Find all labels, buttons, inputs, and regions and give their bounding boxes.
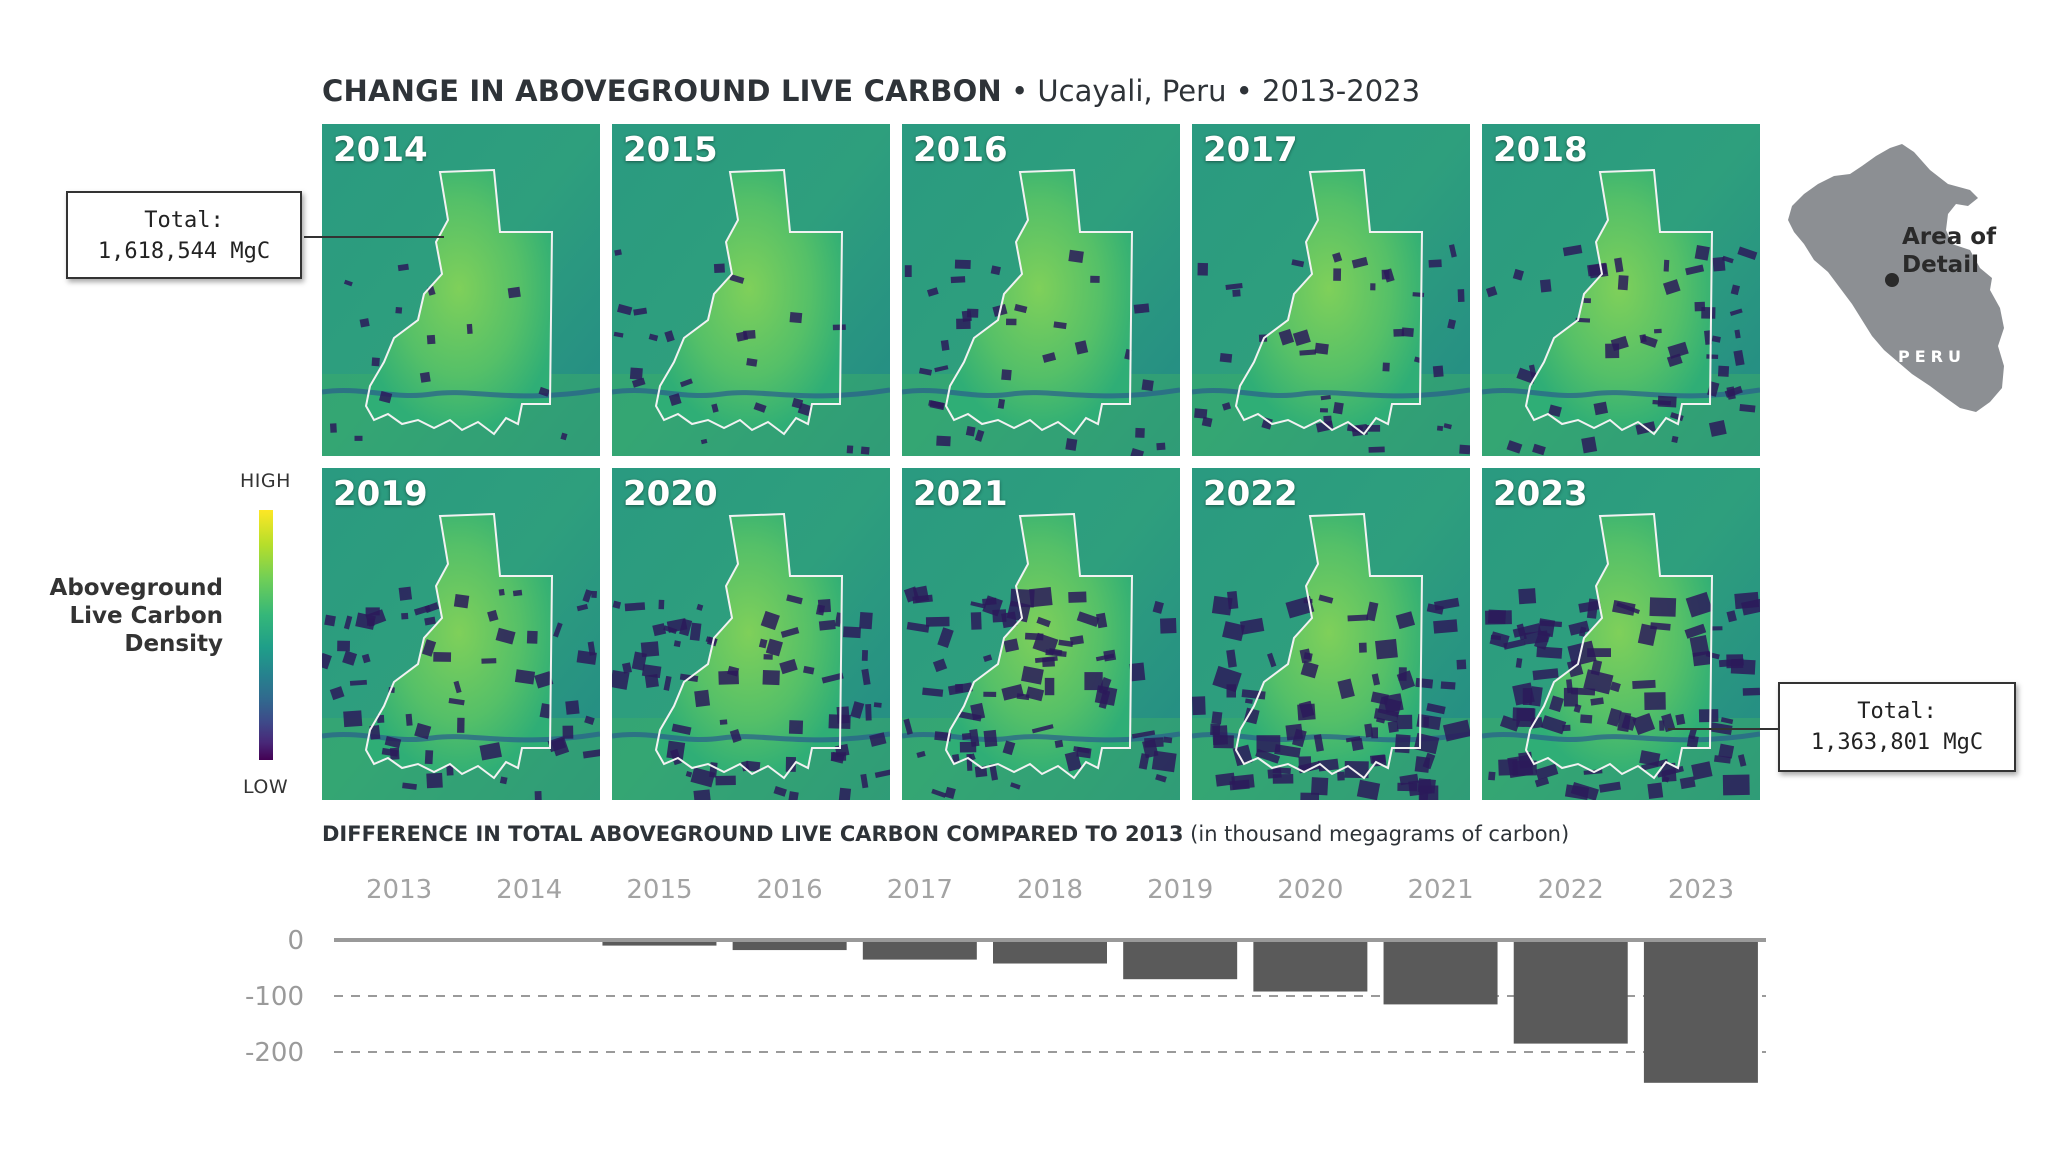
carbon-density-map-2020 — [612, 468, 890, 800]
x-tick-label: 2014 — [496, 875, 562, 905]
carbon-density-map-2014 — [322, 124, 600, 456]
map-panel-2017: 2017 — [1192, 124, 1470, 456]
y-tick-label: -100 — [245, 982, 304, 1012]
carbon-density-map-2021 — [902, 468, 1180, 800]
map-panel-2018: 2018 — [1482, 124, 1760, 456]
bar-2015 — [602, 940, 717, 946]
bar-2019 — [1123, 940, 1238, 980]
carbon-density-map-2023 — [1482, 468, 1760, 800]
inset-country-label: PERU — [1898, 347, 1966, 366]
x-tick-label: 2016 — [757, 875, 823, 905]
start-callout-leader — [304, 236, 444, 238]
inset-label-line-2: Detail — [1902, 252, 1979, 278]
x-tick-label: 2020 — [1277, 875, 1343, 905]
map-panel-grid: 2014 2015 2016 2017 2018 2019 2020 2021 2022 2023 — [322, 124, 1760, 800]
y-tick-label: -200 — [245, 1038, 304, 1068]
carbon-difference-bar-chart: 0 -100 -200 2013 2014 2015 2016 2017 2018 2019 202… — [245, 875, 1766, 1083]
bar-2016 — [732, 940, 847, 951]
start-total-callout: Total: 1,618,544 MgC — [66, 191, 302, 279]
panel-year-label: 2018 — [1493, 130, 1588, 170]
legend-high-label: HIGH — [240, 470, 291, 492]
x-tick-label: 2023 — [1668, 875, 1734, 905]
title-main: CHANGE IN ABOVEGROUND LIVE CARBON — [322, 74, 1002, 108]
carbon-density-map-2016 — [902, 124, 1180, 456]
chart-title: CHANGE IN ABOVEGROUND LIVE CARBON • Ucay… — [322, 74, 1420, 108]
panel-year-label: 2015 — [623, 130, 718, 170]
inset-label-line-1: Area of — [1902, 224, 1997, 250]
legend-color-ramp — [259, 510, 273, 760]
bar-2018 — [993, 940, 1107, 964]
x-tick-label: 2021 — [1407, 875, 1473, 905]
legend-title: Aboveground Live Carbon Density — [3, 574, 223, 658]
x-tick-label: 2017 — [887, 875, 953, 905]
panel-year-label: 2016 — [913, 130, 1008, 170]
chart-subtitle-main: DIFFERENCE IN TOTAL ABOVEGROUND LIVE CAR… — [322, 822, 1184, 846]
map-panel-2023: 2023 — [1482, 468, 1760, 800]
map-panel-2022: 2022 — [1192, 468, 1470, 800]
bar-2022 — [1513, 940, 1628, 1044]
end-total-value: 1,363,801 MgC — [1810, 730, 1984, 755]
y-tick-label: 0 — [287, 926, 304, 956]
x-tick-label: 2022 — [1538, 875, 1604, 905]
bar-2020 — [1253, 940, 1368, 992]
carbon-density-map-2022 — [1192, 468, 1470, 800]
panel-year-label: 2020 — [623, 474, 718, 514]
chart-subtitle: DIFFERENCE IN TOTAL ABOVEGROUND LIVE CAR… — [322, 822, 1569, 846]
map-panel-2015: 2015 — [612, 124, 890, 456]
x-tick-label: 2015 — [626, 875, 692, 905]
map-panel-2019: 2019 — [322, 468, 600, 800]
panel-year-label: 2022 — [1203, 474, 1298, 514]
legend-title-line-2: Live Carbon — [69, 603, 223, 629]
x-tick-label: 2019 — [1147, 875, 1213, 905]
carbon-density-map-2019 — [322, 468, 600, 800]
start-total-value: 1,618,544 MgC — [97, 239, 271, 264]
x-tick-label: 2018 — [1017, 875, 1083, 905]
legend-title-line-3: Density — [124, 631, 223, 657]
carbon-density-map-2015 — [612, 124, 890, 456]
legend-low-label: LOW — [243, 776, 289, 798]
panel-year-label: 2017 — [1203, 130, 1298, 170]
bar-2017 — [862, 940, 977, 960]
map-panel-2020: 2020 — [612, 468, 890, 800]
x-tick-label: 2013 — [366, 875, 432, 905]
map-panel-2021: 2021 — [902, 468, 1180, 800]
panel-year-label: 2014 — [333, 130, 428, 170]
panel-year-label: 2021 — [913, 474, 1008, 514]
start-total-label: Total: — [144, 208, 224, 233]
panel-year-label: 2019 — [333, 474, 428, 514]
bar-2023 — [1643, 940, 1758, 1083]
panel-year-label: 2023 — [1493, 474, 1588, 514]
title-rest: • Ucayali, Peru • 2013-2023 — [1001, 74, 1421, 108]
map-panel-2014: 2014 — [322, 124, 600, 456]
carbon-density-map-2017 — [1192, 124, 1470, 456]
end-total-callout: Total: 1,363,801 MgC — [1778, 682, 2016, 772]
bar-2021 — [1383, 940, 1498, 1005]
carbon-density-map-2018 — [1482, 124, 1760, 456]
chart-subtitle-units: (in thousand megagrams of carbon) — [1190, 822, 1570, 846]
map-panel-2016: 2016 — [902, 124, 1180, 456]
area-of-detail-marker — [1885, 273, 1899, 287]
end-total-label: Total: — [1857, 699, 1937, 724]
legend-title-line-1: Aboveground — [49, 575, 223, 601]
end-callout-leader — [1668, 728, 1778, 730]
peru-inset-map: Area of Detail PERU — [1788, 144, 2004, 412]
